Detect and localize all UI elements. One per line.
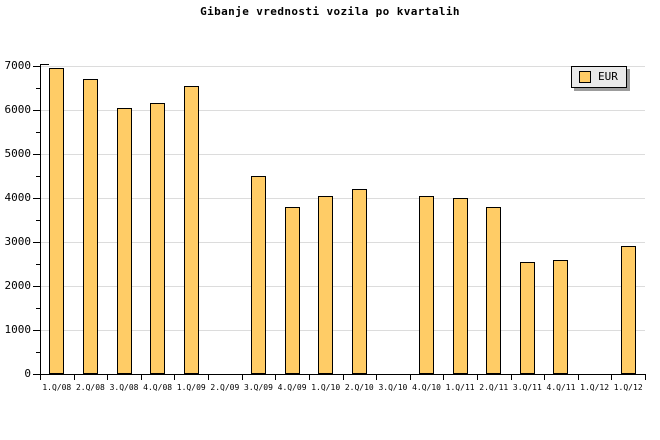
x-tick	[510, 374, 512, 380]
y-tick-label: 5000	[4, 147, 32, 160]
y-minor-tick	[36, 88, 40, 89]
bar	[452, 198, 468, 374]
bar	[284, 206, 300, 374]
y-minor-tick	[36, 308, 40, 309]
y-major-tick	[33, 198, 40, 199]
y-tick-label: 4000	[4, 191, 32, 204]
x-tick	[476, 374, 478, 380]
bar	[49, 68, 65, 374]
x-tick	[645, 374, 646, 380]
legend-label: EUR	[598, 70, 618, 83]
y-minor-tick	[36, 176, 40, 177]
x-tick	[208, 374, 210, 380]
x-tick	[376, 374, 378, 380]
x-tick-label: 3.Q/11	[512, 383, 542, 392]
y-minor-tick	[36, 132, 40, 133]
x-tick-label: 2.Q/09	[210, 383, 240, 392]
x-tick	[241, 374, 243, 380]
y-major-tick	[33, 154, 40, 155]
x-tick-label: 1.Q/12	[613, 383, 643, 392]
bar	[419, 195, 435, 374]
x-tick	[107, 374, 109, 380]
y-major-tick	[33, 286, 40, 287]
gridline-y-2000	[41, 286, 645, 287]
bar	[351, 189, 367, 374]
x-tick-label: 3.Q/09	[244, 383, 273, 392]
y-axis-top-cap	[40, 64, 49, 65]
bar	[486, 206, 502, 374]
y-major-tick	[33, 374, 40, 375]
x-tick	[40, 374, 41, 380]
bar	[250, 176, 266, 374]
y-major-tick	[33, 66, 40, 67]
gridline-y-3000	[41, 242, 645, 243]
y-minor-tick	[36, 264, 40, 265]
bar	[116, 107, 132, 374]
legend: EUR	[571, 66, 627, 88]
gridline-y-5000	[41, 154, 645, 155]
chart-title: Gibanje vrednosti vozila po kvartalih	[200, 5, 460, 18]
x-tick-label: 1.Q/08	[42, 383, 72, 392]
x-tick	[140, 374, 142, 380]
x-tick-label: 4.Q/09	[277, 383, 307, 392]
x-tick-label: 1.Q/12	[580, 383, 610, 392]
x-tick	[275, 374, 277, 380]
x-tick	[342, 374, 344, 380]
y-major-tick	[33, 110, 40, 111]
x-tick-label: 1.Q/10	[311, 383, 341, 392]
y-tick-label: 1000	[4, 323, 32, 336]
y-minor-tick	[36, 220, 40, 221]
bar	[318, 195, 334, 374]
y-tick-label: 6000	[4, 103, 32, 116]
x-tick	[409, 374, 411, 380]
x-tick-label: 2.Q/08	[75, 383, 105, 392]
y-major-tick	[33, 330, 40, 331]
x-tick-label: 2.Q/11	[479, 383, 509, 392]
bar	[620, 246, 636, 374]
x-tick-label: 4.Q/10	[412, 383, 441, 392]
y-tick-label: 0	[24, 367, 31, 380]
bar	[183, 85, 199, 374]
bar	[519, 261, 535, 374]
x-tick	[544, 374, 546, 380]
gridline-y-7000	[41, 66, 645, 67]
bar	[553, 259, 569, 374]
y-tick-label: 2000	[4, 279, 32, 292]
x-tick-label: 4.Q/11	[546, 383, 576, 392]
y-tick-label: 3000	[4, 235, 32, 248]
bar	[150, 103, 166, 374]
x-tick	[308, 374, 310, 380]
x-tick	[577, 374, 579, 380]
y-tick-label: 7000	[4, 59, 32, 72]
bar	[82, 79, 98, 374]
y-major-tick	[33, 242, 40, 243]
x-tick-label: 3.Q/08	[109, 383, 139, 392]
y-axis-line	[40, 64, 41, 375]
x-tick-label: 3.Q/10	[378, 383, 408, 392]
gridline-y-6000	[41, 110, 645, 111]
x-tick-label: 1.Q/11	[445, 383, 475, 392]
legend-swatch-icon	[579, 71, 591, 83]
y-minor-tick	[36, 352, 40, 353]
x-tick	[73, 374, 75, 380]
x-tick-label: 1.Q/09	[176, 383, 206, 392]
x-tick	[611, 374, 613, 380]
x-tick	[443, 374, 445, 380]
x-tick	[174, 374, 176, 380]
gridline-y-4000	[41, 198, 645, 199]
gridline-y-1000	[41, 330, 645, 331]
x-tick-label: 4.Q/08	[143, 383, 173, 392]
x-tick-label: 2.Q/10	[344, 383, 374, 392]
